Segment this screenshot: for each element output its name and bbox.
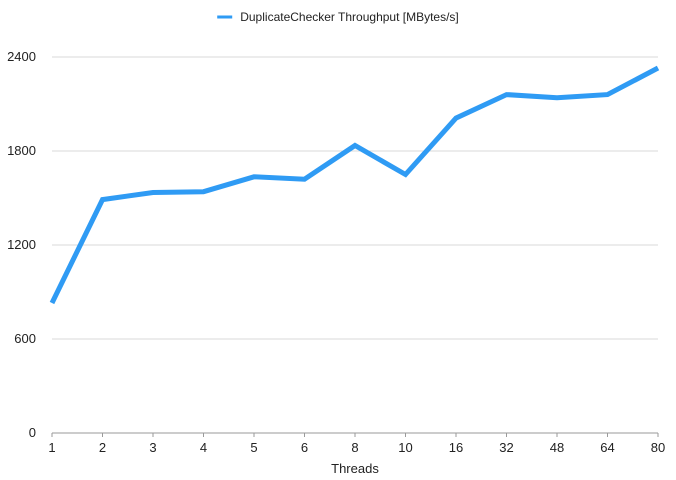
x-tick-label: 4 <box>200 440 207 455</box>
y-tick-label: 0 <box>29 425 36 440</box>
series-layer <box>49 65 660 305</box>
x-tick-label: 32 <box>499 440 513 455</box>
x-tick-label: 8 <box>351 440 358 455</box>
x-tick-label: 6 <box>301 440 308 455</box>
legend-label: DuplicateChecker Throughput [MBytes/s] <box>240 10 459 24</box>
y-tick-label: 2400 <box>7 49 36 64</box>
series-line <box>49 65 660 305</box>
gridlines <box>52 56 658 434</box>
x-tick-label: 48 <box>550 440 564 455</box>
y-tick-label: 1200 <box>7 237 36 252</box>
x-axis-ticks: 1 2 3 4 5 6 8 10 16 32 48 64 80 <box>48 433 665 455</box>
x-tick-label: 1 <box>48 440 55 455</box>
x-tick-label: 5 <box>250 440 257 455</box>
x-tick-label: 16 <box>449 440 463 455</box>
legend: DuplicateChecker Throughput [MBytes/s] <box>217 10 459 24</box>
x-tick-label: 3 <box>149 440 156 455</box>
y-tick-label: 600 <box>14 331 36 346</box>
y-axis-ticks: 0 600 1200 1800 2400 <box>7 49 36 440</box>
x-axis-title: Threads <box>331 461 379 476</box>
x-tick-label: 80 <box>651 440 665 455</box>
x-tick-label: 2 <box>99 440 106 455</box>
y-tick-label: 1800 <box>7 143 36 158</box>
x-tick-label: 10 <box>398 440 412 455</box>
x-tick-label: 64 <box>600 440 614 455</box>
